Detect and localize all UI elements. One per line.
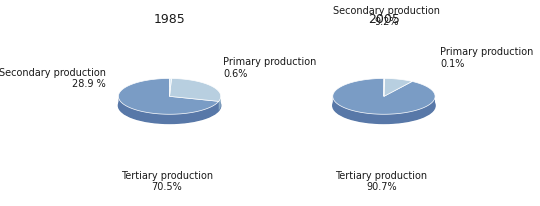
Text: 2005: 2005 — [368, 13, 400, 26]
Polygon shape — [170, 78, 221, 101]
Polygon shape — [333, 97, 435, 123]
Polygon shape — [118, 78, 219, 114]
Text: Tertiary production
90.7%: Tertiary production 90.7% — [335, 171, 428, 192]
Polygon shape — [219, 96, 221, 111]
Polygon shape — [170, 78, 172, 96]
Polygon shape — [333, 78, 435, 114]
Text: Primary production
0.1%: Primary production 0.1% — [440, 47, 534, 69]
Text: Secondary production
28.9 %: Secondary production 28.9 % — [0, 68, 106, 89]
Polygon shape — [118, 97, 219, 123]
Text: 1985: 1985 — [154, 13, 185, 26]
Ellipse shape — [333, 88, 435, 123]
Ellipse shape — [118, 88, 221, 123]
Polygon shape — [384, 78, 412, 96]
Text: Secondary production
9.2%: Secondary production 9.2% — [333, 6, 440, 27]
Text: Primary production
0.6%: Primary production 0.6% — [224, 57, 316, 79]
Text: Tertiary production
70.5%: Tertiary production 70.5% — [121, 171, 213, 192]
